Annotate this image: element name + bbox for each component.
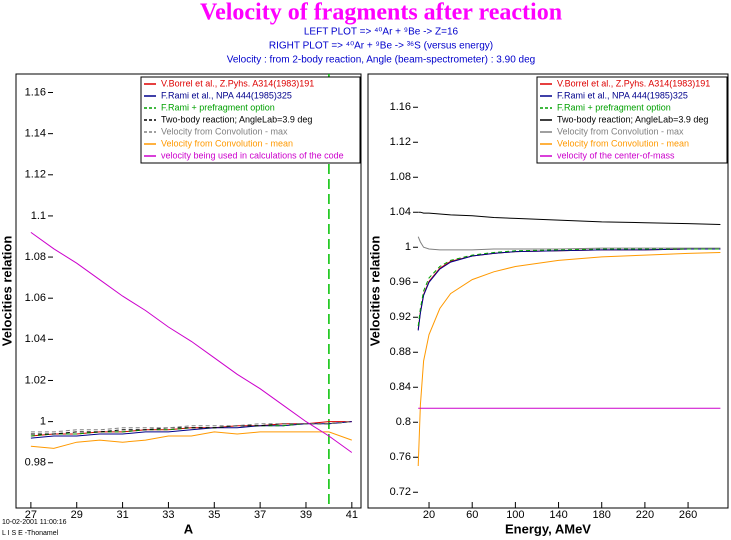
y-tick-label: 0.96 bbox=[390, 276, 411, 288]
y-tick-label: 1 bbox=[40, 416, 46, 428]
footer-program: L I S E -Thonamel bbox=[2, 530, 59, 537]
subtitle: LEFT PLOT => ⁴⁰Ar + ⁹Be -> Z=16 bbox=[304, 27, 459, 38]
plot-area bbox=[417, 211, 721, 467]
y-tick-label: 1.08 bbox=[25, 251, 46, 263]
x-tick-label: 220 bbox=[636, 509, 654, 521]
x-tick-label: 29 bbox=[71, 509, 83, 521]
x-tick-label: 37 bbox=[254, 509, 266, 521]
legend-label: F.Rami et al., NPA 444(1985)325 bbox=[557, 90, 688, 100]
y-axis-label: Velocities relation bbox=[367, 236, 382, 347]
series-line bbox=[418, 211, 721, 225]
y-tick-label: 1.04 bbox=[390, 206, 411, 218]
x-tick-label: 39 bbox=[300, 509, 312, 521]
series-line bbox=[30, 231, 353, 453]
legend-label: Velocity from Convolution - max bbox=[557, 126, 684, 136]
legend-label: velocity being used in calculations of t… bbox=[161, 150, 344, 160]
x-tick-label: 60 bbox=[466, 509, 478, 521]
y-tick-label: 0.92 bbox=[390, 311, 411, 323]
x-tick-label: 33 bbox=[162, 509, 174, 521]
y-tick-label: 1.08 bbox=[390, 171, 411, 183]
plot-area bbox=[30, 74, 353, 508]
legend-label: velocity of the center-of-mass bbox=[557, 150, 675, 160]
x-axis-label: Energy, AMeV bbox=[505, 521, 591, 536]
x-tick-label: 20 bbox=[423, 509, 435, 521]
legend-label: Velocity from Convolution - mean bbox=[557, 138, 689, 148]
y-tick-label: 1.1 bbox=[31, 210, 46, 222]
x-tick-label: 260 bbox=[679, 509, 697, 521]
y-tick-label: 0.72 bbox=[390, 486, 411, 498]
y-tick-label: 1.16 bbox=[390, 101, 411, 113]
legend-label: F.Rami + prefragment option bbox=[557, 102, 671, 112]
x-tick-label: 140 bbox=[549, 509, 567, 521]
y-tick-label: 1.16 bbox=[25, 86, 46, 98]
subtitle: RIGHT PLOT => ⁴⁰Ar + ⁹Be -> ³⁶S (versus … bbox=[269, 41, 493, 52]
legend-label: Velocity from Convolution - max bbox=[161, 126, 288, 136]
x-tick-label: 31 bbox=[116, 509, 128, 521]
y-tick-label: 1.12 bbox=[25, 169, 46, 181]
legend-box bbox=[536, 76, 728, 164]
y-tick-label: 1.14 bbox=[25, 128, 46, 140]
series-line bbox=[30, 421, 352, 433]
series-line bbox=[417, 248, 721, 331]
x-axis-label: A bbox=[184, 521, 194, 536]
series-line bbox=[417, 252, 721, 467]
x-tick-label: 41 bbox=[346, 509, 358, 521]
legend-box bbox=[140, 76, 361, 164]
x-tick-label: 35 bbox=[208, 509, 220, 521]
legend-label: Two-body reaction; AngleLab=3.9 deg bbox=[557, 114, 708, 124]
legend-label: V.Borrel et al., Z.Pyhs. A314(1983)191 bbox=[557, 78, 710, 88]
title: Velocity of fragments after reaction bbox=[200, 0, 562, 26]
y-tick-label: 0.98 bbox=[25, 457, 46, 469]
legend-label: Two-body reaction; AngleLab=3.9 deg bbox=[161, 114, 312, 124]
y-tick-label: 0.8 bbox=[396, 416, 411, 428]
y-tick-label: 0.88 bbox=[390, 346, 411, 358]
y-tick-label: 1.12 bbox=[390, 136, 411, 148]
legend-label: F.Rami + prefragment option bbox=[161, 102, 275, 112]
legend-label: Velocity from Convolution - mean bbox=[161, 138, 293, 148]
series-line bbox=[417, 248, 721, 327]
y-tick-label: 1 bbox=[405, 241, 411, 253]
legend-label: V.Borrel et al., Z.Pyhs. A314(1983)191 bbox=[161, 78, 314, 88]
x-tick-label: 27 bbox=[25, 509, 37, 521]
y-tick-label: 1.02 bbox=[25, 374, 46, 386]
series-line bbox=[30, 431, 352, 449]
footer-date: 10-02-2001 11:00:16 bbox=[2, 519, 67, 526]
subtitle: Velocity : from 2-body reaction, Angle (… bbox=[227, 55, 536, 66]
series-line bbox=[30, 421, 352, 437]
x-tick-label: 100 bbox=[506, 509, 524, 521]
series-line bbox=[417, 236, 721, 251]
y-tick-label: 0.76 bbox=[390, 451, 411, 463]
x-tick-label: 180 bbox=[593, 509, 611, 521]
y-tick-label: 1.06 bbox=[25, 292, 46, 304]
y-tick-label: 1.04 bbox=[25, 333, 46, 345]
y-axis-label: Velocities relation bbox=[0, 236, 14, 347]
y-tick-label: 0.84 bbox=[390, 381, 411, 393]
legend-label: F.Rami et al., NPA 444(1985)325 bbox=[161, 90, 292, 100]
